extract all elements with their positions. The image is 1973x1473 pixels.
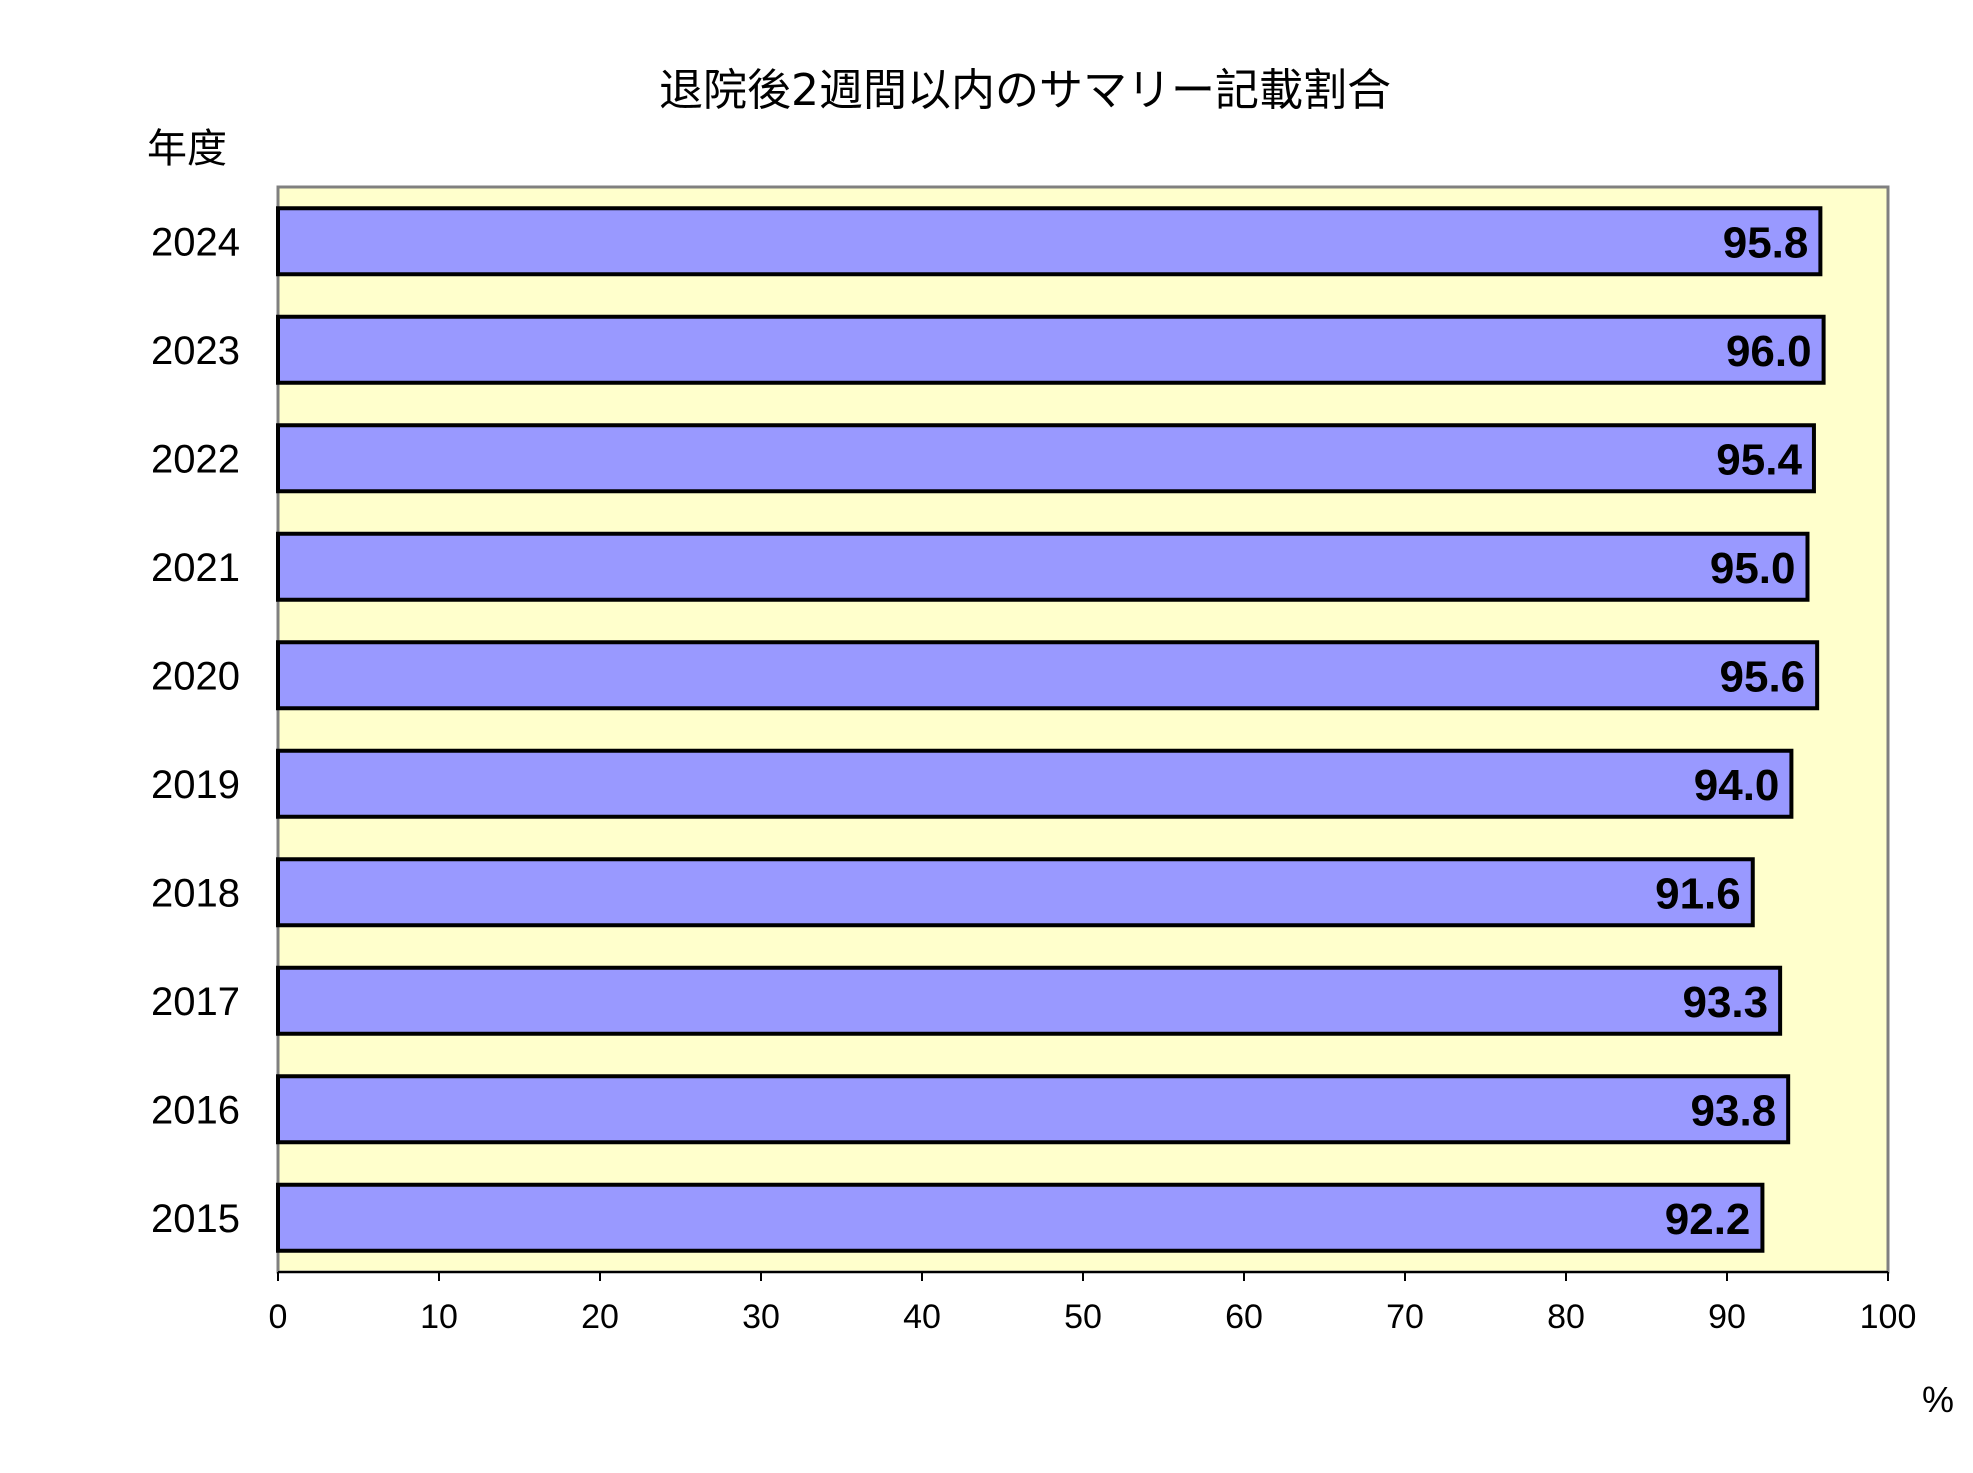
bar-2023 [276, 314, 1826, 385]
bar-2016 [276, 1074, 1791, 1145]
bar-2018 [276, 857, 1755, 928]
category-label-2020: 2020 [151, 654, 240, 698]
x-tick-label-0: 0 [269, 1298, 288, 1336]
data-label-2019: 94.0 [1694, 761, 1780, 810]
data-label-2016: 93.8 [1691, 1086, 1777, 1135]
data-label-2020: 95.6 [1720, 652, 1806, 701]
data-label-2017: 93.3 [1682, 978, 1768, 1027]
x-tick-label-40: 40 [903, 1298, 941, 1336]
bar-2015 [276, 1182, 1765, 1253]
x-tick-label-70: 70 [1386, 1298, 1424, 1336]
data-label-2024: 95.8 [1723, 218, 1809, 267]
bar-2017 [276, 965, 1783, 1036]
category-label-2015: 2015 [151, 1197, 240, 1241]
data-label-2015: 92.2 [1665, 1195, 1751, 1244]
bar-2022 [276, 423, 1816, 494]
bar-2019 [276, 748, 1794, 819]
x-tick-label-100: 100 [1860, 1298, 1917, 1336]
category-label-2021: 2021 [151, 546, 240, 590]
category-label-2022: 2022 [151, 437, 240, 481]
category-label-2019: 2019 [151, 763, 240, 807]
category-label-2016: 2016 [151, 1088, 240, 1132]
x-tick-label-90: 90 [1708, 1298, 1746, 1336]
data-label-2023: 96.0 [1726, 327, 1812, 376]
x-tick-label-20: 20 [581, 1298, 619, 1336]
category-label-2018: 2018 [151, 871, 240, 915]
bar-2024 [276, 206, 1823, 277]
chart-title: 退院後2週間以内のサマリー記載割合 [659, 65, 1391, 116]
x-tick-label-60: 60 [1225, 1298, 1263, 1336]
x-tick-label-10: 10 [420, 1298, 458, 1336]
category-label-2024: 2024 [151, 220, 240, 264]
x-axis-ticks: 0 10 20 30 40 50 60 70 80 90 100 [269, 1272, 1917, 1336]
data-label-2018: 91.6 [1655, 869, 1741, 918]
data-label-2022: 95.4 [1716, 435, 1802, 484]
bars: 95.8 96.0 95.4 95.0 95.6 94.0 91.6 93.3 93.8 92.2 [276, 206, 1826, 1253]
x-tick-label-30: 30 [742, 1298, 780, 1336]
x-axis-unit: % [1922, 1379, 1954, 1420]
data-label-2021: 95.0 [1710, 544, 1796, 593]
x-tick-label-50: 50 [1064, 1298, 1102, 1336]
bar-2020 [276, 640, 1820, 711]
y-axis-label: 年度 [147, 126, 227, 172]
category-labels: 2024 2023 2022 2021 2020 2019 2018 2017 2016 2015 [151, 220, 240, 1241]
category-label-2017: 2017 [151, 980, 240, 1024]
x-tick-label-80: 80 [1547, 1298, 1585, 1336]
category-label-2023: 2023 [151, 329, 240, 373]
bar-2021 [276, 531, 1810, 602]
